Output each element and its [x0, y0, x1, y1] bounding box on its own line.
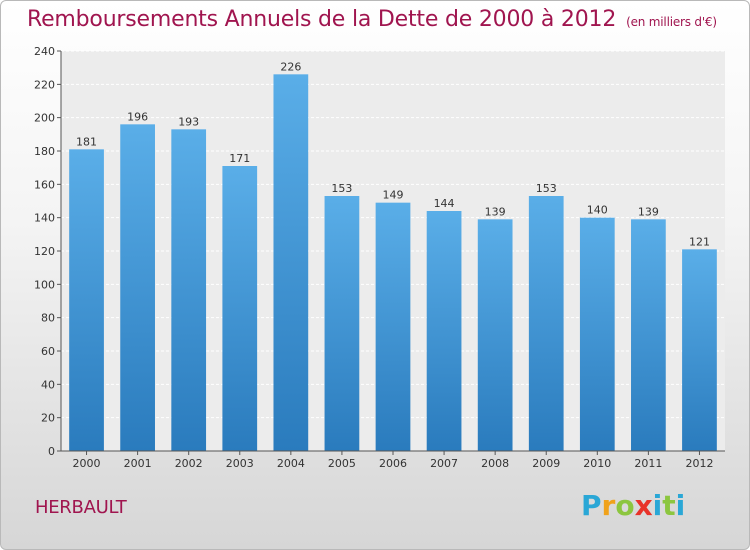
- chart-unit: (en milliers d'€): [626, 15, 717, 29]
- y-tick-label: 160: [34, 178, 55, 191]
- bar: [477, 219, 513, 451]
- bar: [528, 196, 564, 451]
- x-tick-label: 2006: [379, 457, 407, 470]
- logo-letter: r: [601, 489, 616, 522]
- data-label: 144: [434, 197, 455, 210]
- x-tick-label: 2003: [226, 457, 254, 470]
- x-tick-label: 2004: [277, 457, 305, 470]
- axes: 0 20 40 60 80 100 120 140 160 180 200 220 240 2000 200…: [34, 45, 725, 470]
- data-label: 196: [127, 110, 148, 123]
- x-tick-label: 2010: [583, 457, 611, 470]
- data-label: 121: [689, 235, 710, 248]
- commune-name: HERBAULT: [35, 497, 127, 518]
- data-label: 226: [280, 60, 301, 73]
- bar: [69, 149, 104, 452]
- data-label: 140: [587, 204, 608, 217]
- x-tick-label: 2002: [175, 457, 203, 470]
- chart-title-text: Remboursements Annuels de la Dette de 20…: [27, 7, 617, 32]
- bar: [120, 124, 155, 451]
- y-tick-label: 220: [34, 78, 55, 91]
- logo-letter: t: [662, 489, 676, 522]
- proxiti-logo: Proxiti: [581, 489, 685, 522]
- chart-title: Remboursements Annuels de la Dette de 20…: [27, 7, 717, 32]
- bar: [631, 219, 666, 451]
- data-label: 153: [536, 182, 557, 195]
- y-tick-label: 20: [41, 412, 55, 425]
- bar: [324, 196, 360, 451]
- y-tick-label: 100: [34, 278, 55, 291]
- x-tick-label: 2011: [634, 457, 662, 470]
- logo-letter: o: [615, 489, 635, 522]
- bars: 181 196 193 171 226 153 149 144 139 153 140 139 121: [69, 60, 717, 452]
- x-tick-label: 2007: [430, 457, 458, 470]
- y-tick-label: 80: [41, 312, 55, 325]
- y-tick-label: 40: [41, 378, 55, 391]
- logo-letter: x: [634, 489, 653, 522]
- data-label: 193: [178, 115, 199, 128]
- bar: [171, 129, 207, 452]
- logo-letter: i: [652, 489, 663, 522]
- y-tick-label: 180: [34, 145, 55, 158]
- data-label: 181: [76, 135, 97, 148]
- y-tick-label: 120: [34, 245, 55, 258]
- x-tick-label: 2000: [73, 457, 101, 470]
- bar: [579, 217, 615, 451]
- y-tick-label: 140: [34, 212, 55, 225]
- bar: [426, 211, 462, 451]
- x-tick-label: 2005: [328, 457, 356, 470]
- data-label: 149: [383, 189, 404, 202]
- bar: [273, 74, 309, 451]
- bar: [682, 249, 717, 451]
- x-tick-label: 2012: [685, 457, 713, 470]
- data-label: 139: [638, 205, 659, 218]
- y-tick-label: 240: [34, 45, 55, 58]
- logo-letter: i: [675, 489, 686, 522]
- y-tick-label: 60: [41, 345, 55, 358]
- bar: [222, 166, 258, 451]
- y-tick-label: 0: [48, 445, 55, 458]
- x-tick-label: 2009: [532, 457, 560, 470]
- x-tick-label: 2001: [124, 457, 152, 470]
- x-tick-label: 2008: [481, 457, 509, 470]
- data-label: 139: [485, 205, 506, 218]
- bar: [375, 202, 411, 451]
- logo-letter: P: [581, 489, 602, 522]
- data-label: 171: [229, 152, 250, 165]
- y-tick-label: 200: [34, 112, 55, 125]
- data-label: 153: [331, 182, 352, 195]
